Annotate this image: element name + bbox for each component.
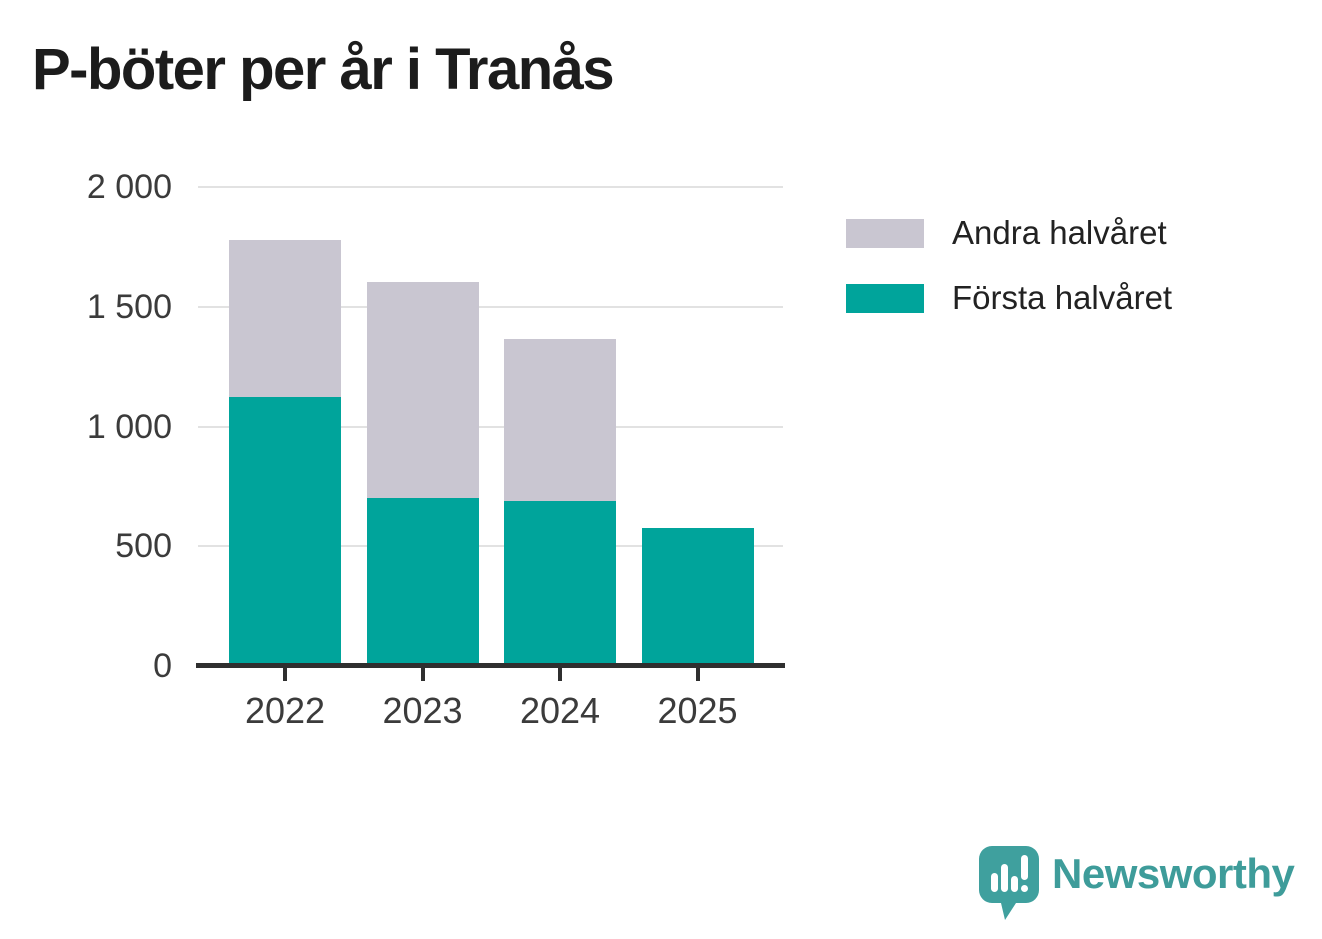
legend-swatch-teal	[846, 283, 924, 313]
gridline	[198, 545, 783, 548]
x-axis-tick-label: 2023	[382, 690, 463, 731]
x-axis-tick	[695, 668, 700, 681]
speech-bubble-bar-chart-icon	[979, 846, 1039, 920]
bar-segment-2023	[366, 498, 479, 666]
legend: Andra halvåret Första halvåret	[846, 214, 1172, 317]
y-axis-tick-label: 1 500	[86, 287, 172, 326]
legend-item-andra-halvaret: Andra halvåret	[846, 214, 1172, 252]
x-axis-tick-label: 2025	[657, 690, 738, 731]
legend-item-forsta-halvaret: Första halvåret	[846, 279, 1172, 317]
bar-segment-2025	[641, 528, 754, 666]
bar-segment-2024	[504, 339, 616, 501]
gridline	[198, 425, 783, 428]
newsworthy-logo: Newsworthy	[978, 845, 1295, 923]
legend-swatch-gray	[846, 218, 924, 248]
gridline	[198, 305, 783, 308]
x-axis-tick-label: 2024	[519, 690, 601, 731]
x-axis-tick	[283, 668, 287, 681]
page-title: P-böter per år i Tranås	[32, 37, 615, 102]
legend-label: Första halvåret	[952, 279, 1173, 316]
bar-segment-2023	[366, 281, 479, 499]
x-axis-tick-label: 2022	[244, 690, 326, 731]
y-axis-tick-label: 0	[153, 647, 172, 685]
y-axis-tick-label: 2 000	[86, 168, 172, 206]
bar-segment-2022	[229, 239, 341, 397]
y-axis-tick-label: 500	[115, 527, 172, 566]
brand-wordmark: Newsworthy	[1052, 850, 1295, 897]
legend-label: Andra halvåret	[952, 214, 1167, 251]
x-axis-line	[196, 663, 785, 668]
bar-segment-2024	[504, 500, 616, 666]
x-axis-tick	[420, 668, 425, 681]
y-axis-tick-label: 1 000	[86, 407, 172, 446]
x-axis-tick	[558, 668, 562, 681]
bar-segment-2022	[229, 396, 341, 666]
gridline	[198, 186, 783, 188]
